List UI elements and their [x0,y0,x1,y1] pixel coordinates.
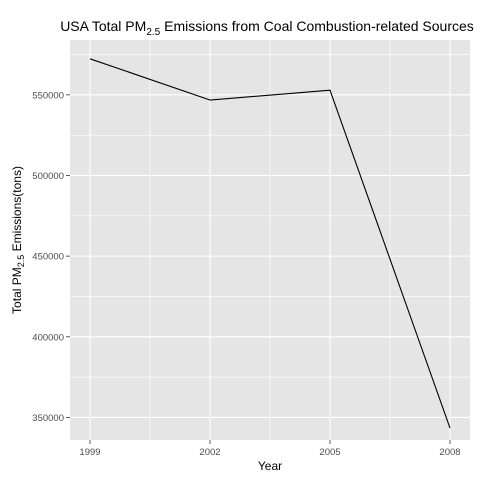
y-axis-title: Total PM2.5 Emissions(tons) [10,166,26,314]
series-line [89,58,451,429]
y-axis-title-suffix: Emissions(tons) [10,166,24,255]
chart-title: USA Total PM2.5 Emissions from Coal Comb… [60,18,474,38]
x-tick-label: 1999 [79,447,100,458]
y-tick-label: 450000 [32,252,64,263]
chart-title-prefix: USA Total PM [60,18,146,34]
y-axis-title-subscript: 2.5 [16,255,26,268]
y-axis-title-prefix: Total PM [10,267,24,314]
y-tick-label: 550000 [32,90,64,101]
x-axis-ticks: 1999 2002 2005 2008 [79,440,461,458]
x-tick-label: 2008 [439,447,460,458]
minor-gridlines [70,40,470,440]
y-tick-label: 400000 [32,332,64,343]
y-axis-ticks: 350000 400000 450000 500000 550000 [32,90,70,424]
series-group [89,58,451,429]
x-tick-label: 2005 [319,447,340,458]
x-axis-title: Year [258,459,282,473]
chart-title-subscript: 2.5 [146,27,160,38]
y-tick-label: 350000 [32,413,64,424]
chart-title-suffix: Emissions from Coal Combustion-related S… [160,18,474,34]
x-tick-label: 2002 [199,447,220,458]
y-tick-label: 500000 [32,171,64,182]
